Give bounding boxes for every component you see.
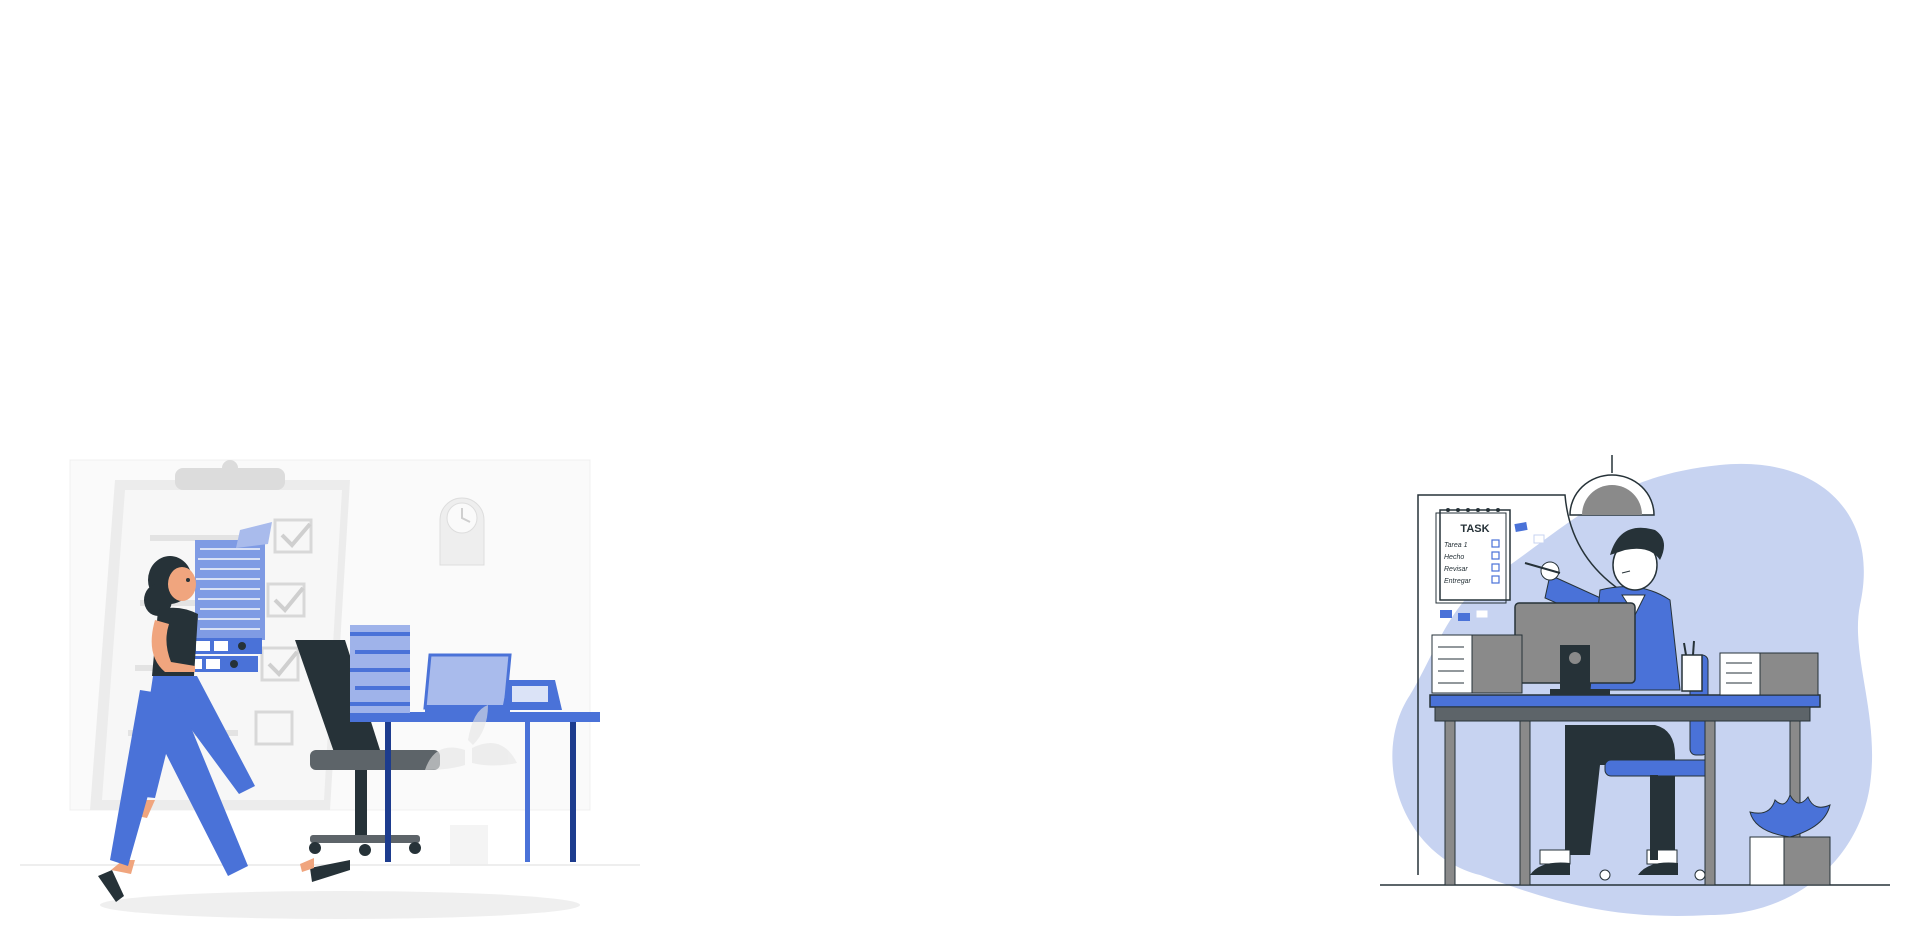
- task-calendar-title: TASK: [1460, 523, 1489, 535]
- task-checkboxes: [1491, 539, 1500, 584]
- woman-carrying-files-illustration: [10, 450, 650, 930]
- woman-figure: [98, 556, 350, 902]
- plant-icon: [425, 705, 517, 865]
- lamp-icon: [1569, 455, 1655, 516]
- task-item-3: Revisar: [1444, 566, 1468, 573]
- pen-cup-icon: [1681, 640, 1703, 692]
- man-illustration-svg: TASK Tarea 1 Hecho Revisar Entregar: [1380, 455, 1890, 916]
- task-item-4: Entregar: [1444, 578, 1472, 585]
- calendar-rings: [1446, 508, 1500, 512]
- wall-outline: [1417, 494, 1621, 875]
- ground-shadow: [100, 891, 580, 919]
- office-chair-icon: [295, 640, 440, 856]
- monitor-icon: [1514, 602, 1636, 695]
- task-calendar-page: [1439, 509, 1511, 601]
- woman-illustration-svg: [20, 459, 640, 919]
- file-tray-left: [1431, 634, 1523, 694]
- task-calendar: TASK Tarea 1 Hecho Revisar Entregar: [1435, 508, 1511, 604]
- file-tray-right: [1719, 652, 1819, 696]
- man-at-desk-checking-tasks-illustration: TASK Tarea 1 Hecho Revisar Entregar: [1360, 455, 1900, 925]
- task-item-2: Hecho: [1444, 554, 1464, 561]
- desk-icon: [1429, 694, 1821, 886]
- task-item-1: Tarea 1: [1444, 542, 1468, 549]
- clock-icon: [439, 497, 485, 566]
- plant-icon: [1749, 793, 1831, 886]
- desk-icon: [350, 625, 600, 862]
- sticky-notes: [1440, 522, 1545, 621]
- paper-stack-icon: [182, 522, 272, 672]
